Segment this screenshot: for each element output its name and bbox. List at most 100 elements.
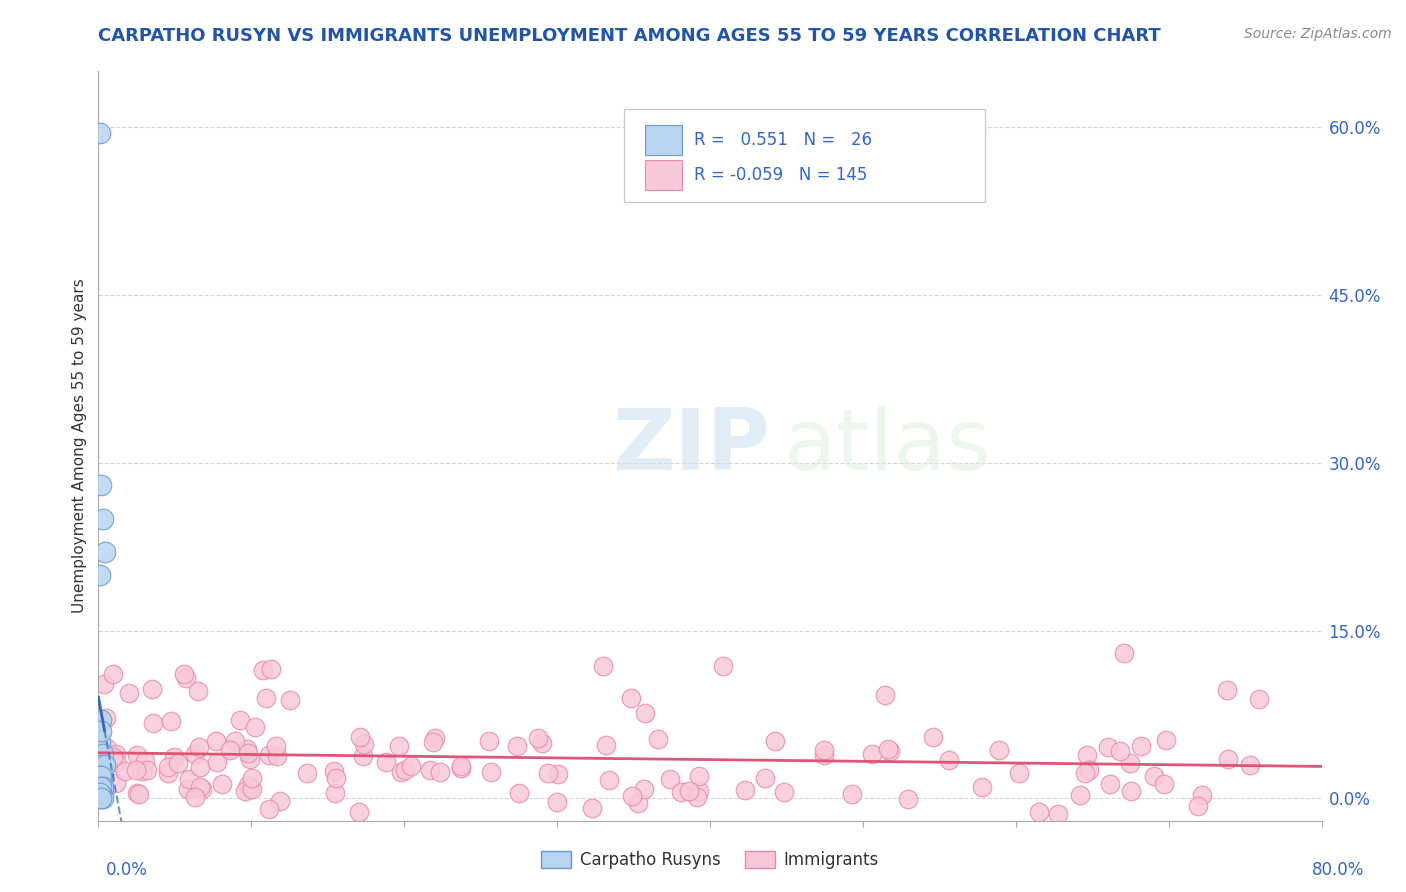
Point xyxy=(89,735,111,749)
Point xyxy=(156,765,179,780)
Point xyxy=(686,789,709,804)
Point xyxy=(101,749,124,764)
Point xyxy=(128,787,150,801)
Point xyxy=(264,739,287,754)
Text: atlas: atlas xyxy=(783,404,991,488)
Point xyxy=(394,763,416,777)
Point xyxy=(260,662,283,676)
FancyBboxPatch shape xyxy=(645,125,682,154)
Point xyxy=(388,739,411,754)
Point xyxy=(278,693,301,707)
Point xyxy=(90,478,112,492)
Point xyxy=(873,688,896,702)
Point xyxy=(90,780,112,794)
Point xyxy=(118,686,141,700)
Point xyxy=(1098,777,1121,791)
Point xyxy=(243,720,266,734)
Point xyxy=(239,752,262,766)
Point xyxy=(620,789,643,803)
Point xyxy=(508,786,530,800)
Point xyxy=(90,791,112,805)
Point xyxy=(236,778,259,792)
Point xyxy=(1077,764,1099,778)
FancyBboxPatch shape xyxy=(624,109,986,202)
Point xyxy=(425,731,447,745)
Point xyxy=(254,691,277,706)
Point xyxy=(531,736,554,750)
Point xyxy=(166,756,188,771)
Point xyxy=(89,744,111,758)
Point xyxy=(711,659,734,673)
Point xyxy=(160,714,183,729)
Point xyxy=(188,739,211,754)
Point xyxy=(1239,757,1261,772)
Point xyxy=(91,511,114,525)
Point xyxy=(163,749,186,764)
Text: Source: ZipAtlas.com: Source: ZipAtlas.com xyxy=(1244,27,1392,41)
Point xyxy=(91,791,114,805)
Legend: Carpatho Rusyns, Immigrants: Carpatho Rusyns, Immigrants xyxy=(534,845,886,876)
Point xyxy=(90,780,112,794)
Point xyxy=(131,764,153,779)
Point xyxy=(647,731,669,746)
Point xyxy=(205,734,228,748)
Point xyxy=(183,790,205,805)
Point xyxy=(1069,788,1091,802)
Point xyxy=(1187,798,1209,813)
Point xyxy=(188,780,211,794)
Point xyxy=(89,786,111,800)
Point xyxy=(325,771,347,785)
Point xyxy=(1028,805,1050,819)
Point xyxy=(619,691,641,706)
Point xyxy=(879,744,901,758)
Point xyxy=(1119,756,1142,771)
Point xyxy=(1156,732,1178,747)
Point xyxy=(89,786,111,800)
Point xyxy=(547,766,569,780)
Point xyxy=(1074,766,1097,780)
Point xyxy=(257,747,280,762)
Point xyxy=(174,671,197,685)
Point xyxy=(987,743,1010,757)
Y-axis label: Unemployment Among Ages 55 to 59 years: Unemployment Among Ages 55 to 59 years xyxy=(72,278,87,614)
Point xyxy=(688,769,710,783)
Point xyxy=(389,765,412,780)
Point xyxy=(938,754,960,768)
Text: ZIP: ZIP xyxy=(612,404,770,488)
Point xyxy=(90,713,112,727)
Point xyxy=(450,761,472,775)
Text: R = -0.059   N = 145: R = -0.059 N = 145 xyxy=(695,166,868,184)
Point xyxy=(233,784,256,798)
Point xyxy=(526,731,548,746)
Point xyxy=(89,126,111,140)
Point xyxy=(1046,807,1069,822)
Text: CARPATHO RUSYN VS IMMIGRANTS UNEMPLOYMENT AMONG AGES 55 TO 59 YEARS CORRELATION : CARPATHO RUSYN VS IMMIGRANTS UNEMPLOYMEN… xyxy=(98,27,1161,45)
Point xyxy=(177,772,200,786)
Point xyxy=(93,545,115,559)
Point xyxy=(269,794,291,808)
Point xyxy=(105,776,128,790)
Point xyxy=(450,758,472,772)
Point xyxy=(374,756,396,770)
Point xyxy=(347,805,370,819)
Point xyxy=(419,763,441,777)
Point xyxy=(211,777,233,791)
Point xyxy=(763,734,786,748)
Point xyxy=(399,759,422,773)
Point xyxy=(135,763,157,777)
Point xyxy=(89,780,111,794)
Point xyxy=(91,786,114,800)
Point xyxy=(91,769,114,783)
Text: R =   0.551   N =   26: R = 0.551 N = 26 xyxy=(695,130,872,149)
Point xyxy=(91,747,114,761)
Point xyxy=(224,733,246,747)
Point xyxy=(257,802,280,816)
Point xyxy=(813,743,835,757)
FancyBboxPatch shape xyxy=(645,160,682,190)
Point xyxy=(813,747,835,762)
Point xyxy=(349,731,371,745)
Point xyxy=(205,756,228,770)
Point xyxy=(188,760,211,774)
Point xyxy=(89,786,111,800)
Point xyxy=(678,784,700,798)
